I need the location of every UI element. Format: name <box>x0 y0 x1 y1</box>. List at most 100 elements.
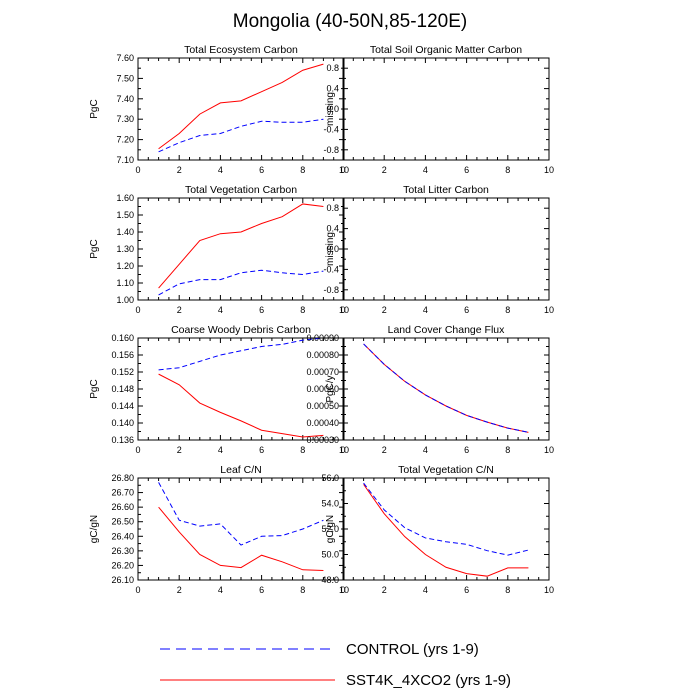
panels-group: Total Ecosystem Carbon 0 2 4 6 8 10 7.10 7.20 7.3… <box>89 44 554 595</box>
y-tick-label: 1.10 <box>116 278 134 288</box>
x-tick-label: 6 <box>259 165 264 175</box>
y-tick-label: 0.148 <box>111 384 134 394</box>
x-tick-label: 6 <box>259 445 264 455</box>
panel-title: Coarse Woody Debris Carbon <box>171 324 311 336</box>
x-tick-label: 2 <box>177 585 182 595</box>
x-tick-label: 10 <box>544 445 554 455</box>
panel-total-vegetation-carbon: Total Vegetation Carbon 0 2 4 6 8 10 1.00 1.10 1.… <box>89 184 349 315</box>
x-tick-label: 0 <box>340 165 345 175</box>
y-tick-label: 0.160 <box>111 333 134 343</box>
y-tick-label: 26.40 <box>111 531 134 541</box>
x-tick-label: 8 <box>300 585 305 595</box>
y-axis-label: gC/gN <box>89 515 100 543</box>
x-tick-label: 6 <box>464 445 469 455</box>
y-axis-label: PgC/y <box>325 375 336 402</box>
y-axis-label: missing <box>325 92 336 126</box>
y-tick-label: 26.20 <box>111 560 134 570</box>
y-tick-label: 7.20 <box>116 135 134 145</box>
series-line-sst4k-4xco2-yrs-1-9 <box>158 203 324 289</box>
x-tick-label: 4 <box>423 445 428 455</box>
y-tick-label: 0.00090 <box>306 333 339 343</box>
y-axis-label: PgC <box>89 379 100 398</box>
figure-title: Mongolia (40-50N,85-120E) <box>233 11 467 32</box>
y-tick-label: 7.10 <box>116 155 134 165</box>
series-line-control-yrs-1-9 <box>363 343 529 433</box>
y-tick-label: 0.140 <box>111 418 134 428</box>
plot-frame <box>342 57 550 161</box>
x-tick-label: 6 <box>464 305 469 315</box>
y-axis-label: missing <box>325 232 336 266</box>
series-line-control-yrs-1-9 <box>158 337 324 371</box>
x-tick-label: 2 <box>177 305 182 315</box>
x-tick-label: 0 <box>135 165 140 175</box>
y-axis-label: gC/gN <box>325 515 336 543</box>
x-tick-label: 8 <box>505 445 510 455</box>
x-tick-label: 8 <box>300 445 305 455</box>
y-tick-label: 7.50 <box>116 73 134 83</box>
plot-frame <box>342 337 550 441</box>
y-tick-label: -0.8 <box>323 145 339 155</box>
x-tick-label: 4 <box>218 165 223 175</box>
x-tick-label: 2 <box>382 585 387 595</box>
x-tick-label: 8 <box>505 585 510 595</box>
x-tick-label: 0 <box>135 305 140 315</box>
panel-total-vegetation-c-n: Total Vegetation C/N0 2 4 6 8 1048.050.052.05… <box>321 464 554 595</box>
plot-frame <box>342 477 550 581</box>
y-tick-label: 26.60 <box>111 502 134 512</box>
x-tick-label: 2 <box>177 445 182 455</box>
x-tick-label: 4 <box>218 585 223 595</box>
series-line-control-yrs-1-9 <box>363 482 529 556</box>
x-tick-label: 8 <box>300 165 305 175</box>
y-axis-label: PgC <box>89 99 100 118</box>
x-tick-label: 8 <box>300 305 305 315</box>
series-line-control-yrs-1-9 <box>158 269 324 296</box>
x-tick-label: 4 <box>423 305 428 315</box>
y-tick-label: 26.30 <box>111 546 134 556</box>
y-tick-label: 0.8 <box>326 203 339 213</box>
plot-frame <box>137 57 345 161</box>
y-tick-label: 0.00080 <box>306 350 339 360</box>
panel-title: Land Cover Change Flux <box>388 324 505 336</box>
y-tick-label: 0.00040 <box>306 418 339 428</box>
series-line-sst4k-4xco2-yrs-1-9 <box>158 63 324 150</box>
x-tick-label: 10 <box>339 165 349 175</box>
y-tick-label: 0.00070 <box>306 367 339 377</box>
y-tick-label: 0.152 <box>111 367 134 377</box>
y-tick-label: 7.60 <box>116 53 134 63</box>
y-tick-label: 1.30 <box>116 244 134 254</box>
legend-label: SST4K_4XCO2 (yrs 1-9) <box>346 672 511 689</box>
series-line-control-yrs-1-9 <box>158 482 324 546</box>
legend: CONTROL (yrs 1-9) SST4K_4XCO2 (yrs 1-9) <box>160 641 511 689</box>
x-tick-label: 6 <box>464 585 469 595</box>
panel-title: Total Vegetation C/N <box>398 464 494 476</box>
x-tick-label: 10 <box>339 445 349 455</box>
x-tick-label: 4 <box>218 445 223 455</box>
plot-frame <box>137 197 345 301</box>
y-tick-label: 0.8 <box>326 63 339 73</box>
y-tick-label: 1.00 <box>116 295 134 305</box>
y-tick-label: 26.50 <box>111 517 134 527</box>
y-tick-label: 26.80 <box>111 473 134 483</box>
y-tick-label: 0.156 <box>111 350 134 360</box>
panel-title: Total Soil Organic Matter Carbon <box>370 44 522 56</box>
y-tick-label: 26.70 <box>111 488 134 498</box>
y-tick-label: 1.40 <box>116 227 134 237</box>
y-tick-label: -0.4 <box>323 124 339 134</box>
y-tick-label: 50.0 <box>321 550 339 560</box>
x-tick-label: 10 <box>339 305 349 315</box>
y-tick-label: 0.00030 <box>306 435 339 445</box>
y-tick-label: 0.0 <box>326 104 339 114</box>
series-line-sst4k-4xco2-yrs-1-9 <box>363 343 529 433</box>
y-tick-label: 1.60 <box>116 193 134 203</box>
panel-title: Total Litter Carbon <box>403 184 489 196</box>
x-tick-label: 0 <box>340 585 345 595</box>
y-tick-label: 54.0 <box>321 499 339 509</box>
x-tick-label: 6 <box>259 585 264 595</box>
y-tick-label: 26.10 <box>111 575 134 585</box>
y-tick-label: 0.00060 <box>306 384 339 394</box>
series-line-sst4k-4xco2-yrs-1-9 <box>363 484 529 577</box>
panel-leaf-c-n: Leaf C/N 0 2 4 6 8 10 26.10 26.20 26.30 26.40 26.50… <box>89 464 349 595</box>
y-tick-label: 1.50 <box>116 210 134 220</box>
